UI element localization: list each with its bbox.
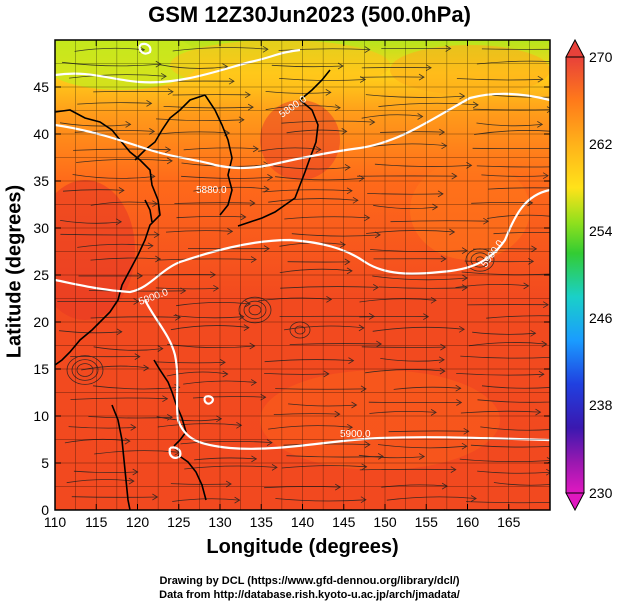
x-tick-label: 120 [126, 514, 150, 530]
x-tick-label: 130 [208, 514, 232, 530]
x-axis-label: Longitude (degrees) [206, 536, 399, 558]
y-tick-label: 40 [33, 126, 49, 142]
y-tick-label: 5 [41, 455, 49, 471]
colorbar-label: 246 [589, 310, 613, 326]
colorbar: 270 262 254 246 238 230 [565, 38, 613, 512]
x-tick-label: 135 [250, 514, 274, 530]
x-tick-label: 150 [373, 514, 397, 530]
y-tick-label: 25 [33, 267, 49, 283]
colorbar-label: 230 [589, 485, 613, 501]
y-tick-label: 0 [41, 502, 49, 518]
colorbar-label: 270 [589, 49, 613, 65]
coastline [55, 69, 331, 510]
contour-label: 5880.0 [196, 185, 227, 196]
x-tick-label: 165 [497, 514, 521, 530]
x-tick-label: 115 [85, 514, 108, 530]
y-tick-label: 35 [33, 173, 49, 189]
colorbar-label: 254 [589, 223, 613, 239]
x-tick-label: 160 [456, 514, 480, 530]
x-tick-label: 145 [332, 514, 356, 530]
y-tick-label: 30 [33, 220, 49, 236]
grid [55, 40, 550, 510]
y-tick-label: 45 [33, 79, 49, 95]
y-tick-label: 20 [33, 314, 49, 330]
y-tick-label: 10 [33, 408, 49, 424]
x-tick-label: 155 [415, 514, 439, 530]
height-contours [55, 42, 550, 459]
colorbar-label: 238 [589, 397, 613, 413]
credit-dcl: Drawing by DCL (https://www.gfd-dennou.o… [159, 575, 460, 587]
y-tick-label: 15 [33, 361, 49, 377]
credit-data: Data from http://database.rish.kyoto-u.a… [159, 589, 460, 601]
contour-label: 5900.0 [340, 429, 371, 440]
colorbar-label: 262 [589, 136, 613, 152]
x-tick-label: 125 [167, 514, 191, 530]
x-tick-label: 140 [291, 514, 315, 530]
x-tick-label: 110 [44, 514, 67, 530]
chart-title: GSM 12Z30Jun2023 (500.0hPa) [148, 2, 471, 27]
